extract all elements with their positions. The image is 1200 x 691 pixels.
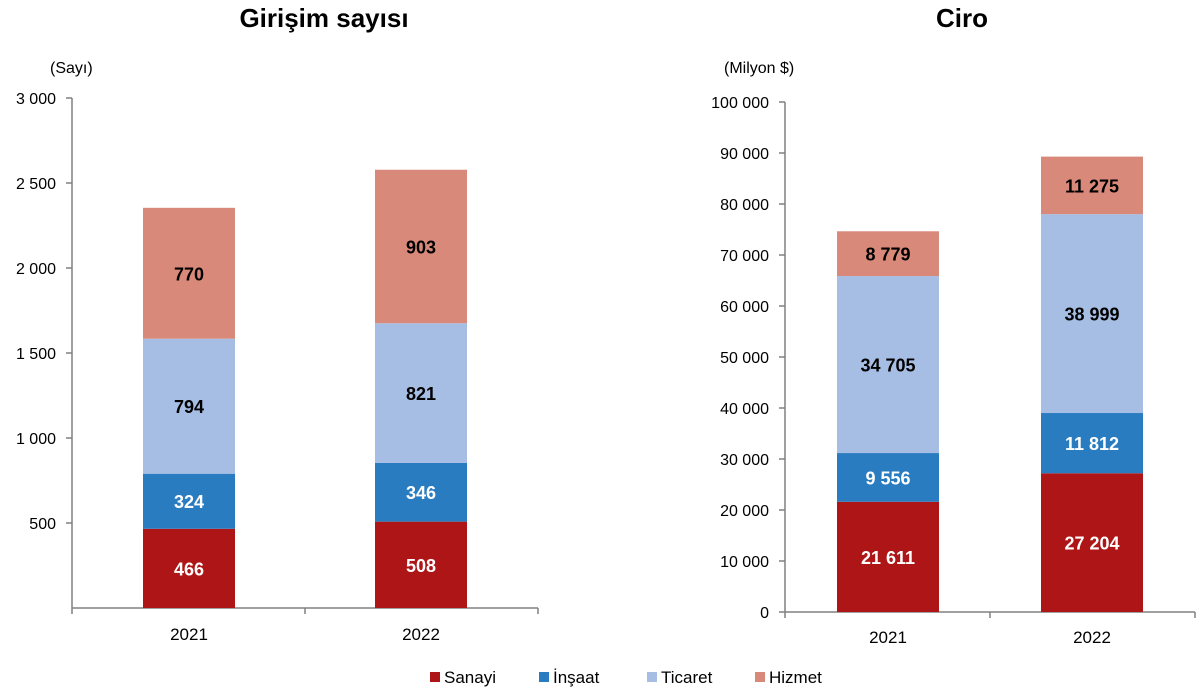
y-tick-label: 100 000 [711, 95, 769, 112]
y-tick-label: 1 500 [16, 346, 56, 363]
y-tick-label: 2 000 [16, 261, 56, 278]
data-label: 8 779 [865, 245, 910, 265]
bar-segment-sanayi [375, 521, 467, 608]
y-tick-label: 1 000 [16, 431, 56, 448]
bar-segment-sanayi [1041, 473, 1143, 612]
y-tick-label: 30 000 [720, 452, 769, 469]
bar-segment-ticaret [1041, 214, 1143, 414]
legend: Sanayi İnşaat Ticaret Hizmet [430, 668, 822, 687]
legend-label: Ticaret [661, 668, 713, 687]
data-label: 11 812 [1065, 434, 1119, 454]
bar-segment-ticaret [143, 338, 235, 474]
bar-segment-i̇nşaat [143, 473, 235, 529]
y-tick-label: 80 000 [720, 197, 769, 214]
data-label: 21 611 [861, 548, 915, 568]
data-label: 346 [406, 483, 436, 503]
bar-segment-i̇nşaat [375, 462, 467, 522]
legend-label: Hizmet [769, 668, 822, 687]
data-label: 324 [174, 492, 204, 512]
y-tick-label: 10 000 [720, 554, 769, 571]
legend-swatch-3 [647, 672, 657, 682]
bar-segment-sanayi [837, 501, 939, 612]
unit-label: (Milyon $) [724, 60, 794, 77]
chart-title: Ciro [936, 3, 988, 33]
data-label: 466 [174, 559, 204, 579]
data-label: 508 [406, 556, 436, 576]
bar-segment-hizmet [143, 207, 235, 339]
data-label: 11 275 [1065, 176, 1119, 196]
x-tick-label: 2022 [402, 625, 440, 644]
data-label: 821 [406, 384, 436, 404]
y-tick-label: 500 [29, 516, 56, 533]
x-tick-label: 2021 [869, 628, 907, 647]
data-label: 27 204 [1064, 534, 1119, 554]
bar-segment-hizmet [837, 231, 939, 277]
bar-segment-hizmet [375, 169, 467, 324]
chart-title: Girişim sayısı [239, 3, 408, 33]
data-label: 9 556 [865, 468, 910, 488]
legend-swatch-2 [539, 672, 549, 682]
data-label: 903 [406, 237, 436, 257]
bar-segment-hizmet [1041, 156, 1143, 215]
bar-segment-ticaret [375, 323, 467, 463]
y-tick-label: 0 [760, 605, 769, 622]
legend-label: İnşaat [553, 668, 600, 687]
data-label: 794 [174, 397, 204, 417]
data-label: 770 [174, 264, 204, 284]
data-label: 38 999 [1064, 305, 1119, 325]
legend-label: Sanayi [444, 668, 496, 687]
bar-segment-ticaret [837, 276, 939, 454]
y-tick-label: 90 000 [720, 146, 769, 163]
y-tick-label: 70 000 [720, 248, 769, 265]
data-label: 34 705 [860, 356, 915, 376]
legend-swatch-1 [430, 672, 440, 682]
y-tick-label: 40 000 [720, 401, 769, 418]
y-tick-label: 50 000 [720, 350, 769, 367]
x-tick-label: 2022 [1073, 628, 1111, 647]
bar-segment-i̇nşaat [1041, 413, 1143, 474]
legend-swatch-4 [755, 672, 765, 682]
y-tick-label: 3 000 [16, 91, 56, 108]
chart-panel-2: Ciro (Milyon $) 0 10 000 20 000 30 000 40 000 5… [711, 3, 1196, 647]
chart-panel-1: Girişim sayısı (Sayı) 500 1 000 1 500 2 000 2 … [16, 3, 539, 644]
bar-segment-i̇nşaat [837, 453, 939, 502]
bar-segment-sanayi [143, 528, 235, 608]
y-tick-label: 2 500 [16, 176, 56, 193]
unit-label: (Sayı) [50, 60, 93, 77]
y-tick-label: 20 000 [720, 503, 769, 520]
x-tick-label: 2021 [170, 625, 208, 644]
y-tick-label: 60 000 [720, 299, 769, 316]
